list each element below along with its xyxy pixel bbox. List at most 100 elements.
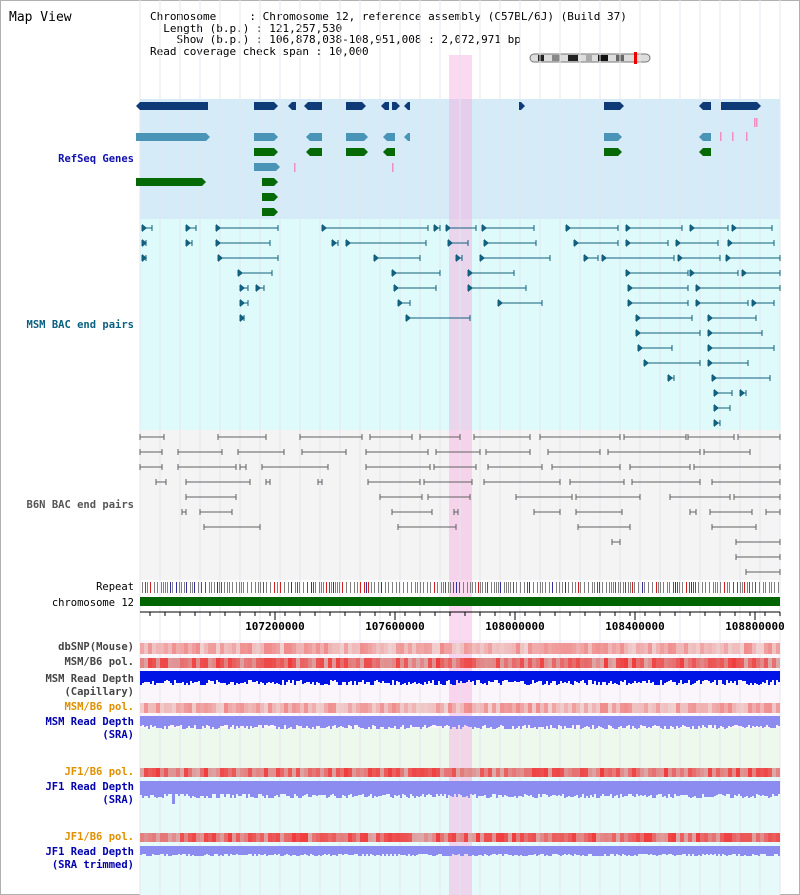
polymorphism-cell [148,703,152,713]
polymorphism-cell [280,768,284,777]
read-depth-bar [354,671,356,681]
read-depth-bar [686,716,688,727]
polymorphism-cell [436,768,440,777]
polymorphism-cell [432,658,436,668]
read-depth-bar [480,671,482,683]
msm-bac-label[interactable]: MSM BAC end pairs [26,319,134,331]
polymorphism-cell [284,643,288,654]
b6n-bac-label[interactable]: B6N BAC end pairs [26,499,134,511]
read-depth-bar [158,671,160,683]
bac-end-arrow [216,224,221,232]
polymorphism-cell [504,658,508,668]
read-depth-bar [322,671,324,685]
msm-depth-capillary-label[interactable]: MSM Read Depth (Capillary) [0,673,134,699]
read-depth-bar [164,781,166,794]
polymorphism-cell [264,833,268,842]
read-depth-bar [636,846,638,856]
polymorphism-cell [476,703,480,713]
read-depth-bar [292,671,294,680]
read-depth-bar [542,846,544,854]
read-depth-bar [150,781,152,795]
read-depth-bar [246,716,248,726]
polymorphism-cell [636,768,640,777]
polymorphism-cell [428,658,432,668]
read-depth-bar [638,671,640,682]
read-depth-bar [728,716,730,726]
read-depth-bar [204,671,206,685]
read-depth-bar [434,781,436,797]
msm-depth-sra-label[interactable]: MSM Read Depth (SRA) [0,716,134,742]
polymorphism-cell [744,703,748,713]
read-depth-bar [570,781,572,797]
read-depth-bar [246,846,248,855]
polymorphism-cell [344,703,348,713]
polymorphism-cell [292,703,296,713]
gene-feature [699,102,711,110]
read-depth-bar [508,671,510,682]
polymorphism-cell [632,703,636,713]
read-depth-bar [502,846,504,856]
read-depth-bar [316,846,318,856]
jf1-depth-sra-label[interactable]: JF1 Read Depth (SRA) [0,781,134,807]
read-depth-bar [468,671,470,680]
read-depth-bar [444,716,446,726]
read-depth-bar [450,781,452,796]
read-depth-bar [244,716,246,728]
polymorphism-cell [544,703,548,713]
read-depth-bar [502,716,504,726]
read-depth-bar [670,671,672,680]
repeat-mark [291,582,292,593]
read-depth-bar [176,716,178,726]
polymorphism-cell [328,658,332,668]
read-depth-bar [184,671,186,685]
bac-end-arrow [142,239,147,247]
repeat-mark [549,582,550,593]
polymorphism-cell [468,703,472,713]
polymorphism-cell [388,703,392,713]
polymorphism-cell [548,643,552,654]
read-depth-bar [254,846,256,854]
polymorphism-cell [488,703,492,713]
read-depth-bar [522,671,524,681]
read-depth-bar [662,671,664,685]
read-depth-bar [490,671,492,682]
polymorphism-cell [748,658,752,668]
read-depth-bar [706,846,708,854]
read-depth-bar [436,671,438,685]
msm-b6-pol-label[interactable]: MSM/B6 pol. [64,656,134,668]
polymorphism-cell [364,643,368,654]
read-depth-bar [210,846,212,856]
jf1-pol-label[interactable]: JF1/B6 pol. [64,766,134,778]
read-depth-bar [770,781,772,797]
repeat-mark [448,582,449,593]
polymorphism-cell [536,768,540,777]
dbsnp-label[interactable]: dbSNP(Mouse) [58,641,134,653]
polymorphism-cell [536,658,540,668]
read-depth-bar [506,716,508,729]
read-depth-bar [286,781,288,796]
repeat-mark [496,582,497,593]
refseq-genes-label[interactable]: RefSeq Genes [58,153,134,165]
read-depth-bar [316,716,318,726]
polymorphism-cell [380,658,384,668]
read-depth-bar [212,846,214,856]
read-depth-bar [720,781,722,794]
repeat-mark [480,582,481,593]
polymorphism-cell [556,768,560,777]
jf1-depth-trimmed-label[interactable]: JF1 Read Depth (SRA trimmed) [0,846,134,872]
read-depth-bar [458,671,460,683]
read-depth-bar [276,846,278,855]
repeat-mark [381,582,382,593]
msm-b6-pol-sra-label[interactable]: MSM/B6 pol. [64,701,134,713]
read-depth-bar [468,716,470,727]
read-depth-bar [198,716,200,729]
read-depth-bar [430,781,432,795]
read-depth-bar [318,846,320,855]
read-depth-bar [470,846,472,856]
polymorphism-cell [264,703,268,713]
read-depth-bar [438,716,440,726]
jf1-pol-2-label[interactable]: JF1/B6 pol. [64,831,134,843]
read-depth-bar [522,716,524,726]
polymorphism-cell [496,703,500,713]
